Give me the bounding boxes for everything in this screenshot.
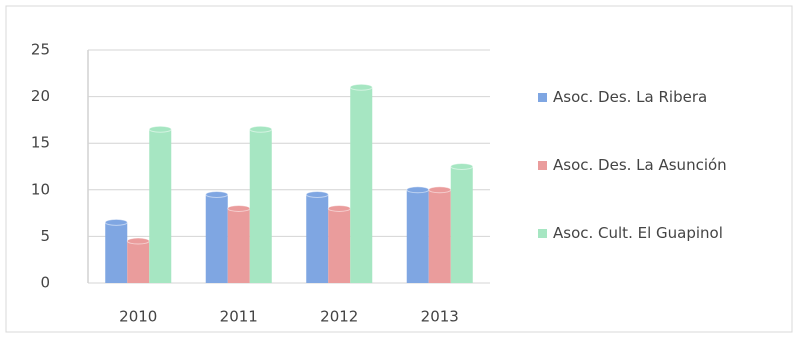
bar-body <box>227 208 250 283</box>
legend-item: Asoc. Cult. El Guapinol <box>538 224 738 292</box>
chart-border <box>5 5 793 333</box>
bar-top <box>205 190 229 198</box>
y-tick-label: 0 <box>40 274 50 292</box>
bar-top <box>249 125 273 133</box>
bar-body <box>350 87 373 283</box>
y-tick-label: 20 <box>31 87 50 105</box>
y-tick-label: 15 <box>31 134 50 152</box>
bar <box>450 163 474 283</box>
bar-body <box>127 241 150 283</box>
x-tick-label: 2010 <box>119 308 157 326</box>
legend-item: Asoc. Des. La Ribera <box>538 88 738 156</box>
bar <box>148 125 172 283</box>
bar <box>327 204 351 283</box>
bar-body <box>306 194 329 283</box>
bar <box>227 204 251 283</box>
bar <box>406 186 430 283</box>
legend: Asoc. Des. La Ribera Asoc. Des. La Asunci… <box>538 88 738 292</box>
y-tick-label: 25 <box>31 41 50 59</box>
legend-item: Asoc. Des. La Asunción <box>538 156 738 224</box>
bar-body <box>450 166 473 283</box>
legend-swatch <box>538 161 547 170</box>
legend-swatch <box>538 229 547 238</box>
bar-top <box>406 186 430 194</box>
bar <box>349 83 373 283</box>
bar <box>305 190 329 283</box>
x-tick-label: 2012 <box>320 308 358 326</box>
bar <box>104 218 128 283</box>
bar-body <box>328 208 351 283</box>
y-tick-label: 5 <box>40 227 50 245</box>
bar-top <box>327 204 351 212</box>
bar-body <box>249 129 272 283</box>
bar-top <box>104 218 128 226</box>
bar-body <box>205 194 228 283</box>
bar-body <box>105 222 128 283</box>
bar <box>428 186 452 283</box>
bar-body <box>428 189 451 283</box>
legend-label: Asoc. Des. La Ribera <box>553 88 708 106</box>
bar <box>249 125 273 283</box>
bar-top <box>148 125 172 133</box>
x-tick-label: 2011 <box>220 308 258 326</box>
legend-label: Asoc. Des. La Asunción <box>553 156 727 174</box>
bar-body <box>149 129 172 283</box>
x-tick-label: 2013 <box>421 308 459 326</box>
bar-top <box>428 186 452 194</box>
bar-top <box>450 163 474 170</box>
legend-swatch <box>538 93 547 102</box>
bar-top <box>349 83 373 91</box>
y-tick-label: 10 <box>31 180 50 198</box>
bar-body <box>406 189 429 283</box>
bar-top <box>305 190 329 198</box>
legend-label: Asoc. Cult. El Guapinol <box>553 224 723 242</box>
bar <box>126 237 150 283</box>
bar-top <box>126 237 150 245</box>
bar <box>205 190 229 283</box>
bar-top <box>227 204 251 212</box>
